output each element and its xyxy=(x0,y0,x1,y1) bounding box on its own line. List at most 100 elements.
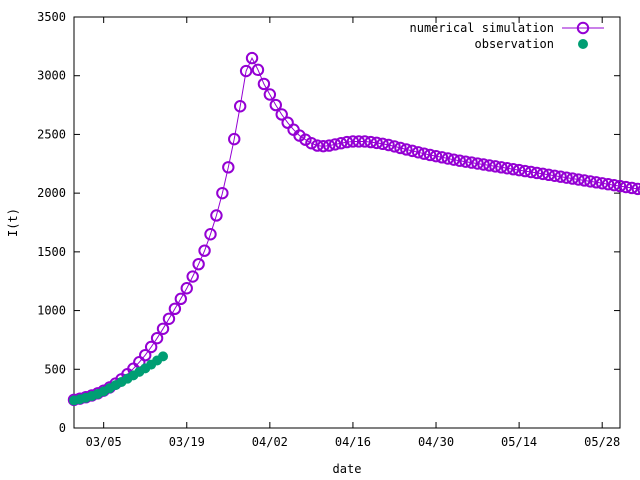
x-tick-label: 04/16 xyxy=(335,435,371,449)
x-tick-label: 05/14 xyxy=(501,435,537,449)
data-point xyxy=(501,162,514,175)
data-point xyxy=(637,184,640,195)
x-axis: 03/05 03/19 04/02 04/16 04/30 05/14 05/28 xyxy=(86,17,620,449)
data-point xyxy=(245,51,259,65)
y-tick-label: 3000 xyxy=(37,69,66,83)
data-point xyxy=(311,139,324,152)
y-tick-label: 3500 xyxy=(37,10,66,24)
data-point xyxy=(394,141,407,155)
data-point xyxy=(625,181,639,195)
data-point xyxy=(192,257,205,271)
data-point xyxy=(139,348,152,362)
data-point xyxy=(210,209,223,222)
data-point xyxy=(322,139,336,152)
x-tick-label: 03/19 xyxy=(169,435,205,449)
data-point xyxy=(471,157,484,170)
data-point xyxy=(328,138,342,151)
y-axis-label: I(t) xyxy=(6,208,20,237)
data-point xyxy=(548,169,561,182)
y-tick-label: 2500 xyxy=(37,127,66,141)
legend-item: numerical simulation xyxy=(410,21,604,35)
data-point xyxy=(489,160,502,173)
data-point xyxy=(477,158,490,171)
series-layer xyxy=(67,51,640,407)
legend-item: observation xyxy=(475,37,588,51)
legend-swatch-marker xyxy=(578,39,588,49)
plot-frame xyxy=(73,16,621,429)
data-point xyxy=(619,180,633,194)
data-point xyxy=(435,151,449,164)
data-point xyxy=(631,182,640,196)
data-point xyxy=(158,351,169,362)
data-point xyxy=(542,168,555,182)
data-point xyxy=(174,292,188,306)
data-point xyxy=(453,154,466,167)
data-point xyxy=(590,176,603,189)
data-point xyxy=(536,167,550,181)
series-observation xyxy=(69,351,169,406)
data-point xyxy=(222,161,235,174)
data-point xyxy=(263,88,277,101)
data-point xyxy=(400,143,413,156)
data-point xyxy=(317,139,330,153)
data-point xyxy=(423,148,437,162)
data-point xyxy=(150,331,164,345)
data-point xyxy=(572,173,585,186)
data-point xyxy=(370,136,383,150)
data-point xyxy=(560,171,573,184)
data-point xyxy=(554,170,567,183)
data-point xyxy=(358,135,372,148)
data-point xyxy=(340,135,354,149)
data-point xyxy=(251,63,265,77)
data-point xyxy=(334,137,348,150)
plot-area xyxy=(73,16,621,429)
data-point xyxy=(412,146,425,159)
legend-label: observation xyxy=(475,37,554,51)
data-point xyxy=(566,172,579,185)
data-point xyxy=(417,147,431,160)
data-point xyxy=(595,177,609,190)
x-axis-label: date xyxy=(333,462,362,476)
data-point xyxy=(429,149,443,163)
data-point xyxy=(204,228,217,241)
data-point xyxy=(257,77,271,91)
data-point xyxy=(228,132,241,146)
data-point xyxy=(275,108,288,121)
legend-swatch-marker xyxy=(576,21,590,35)
data-point xyxy=(459,155,472,168)
data-point xyxy=(388,140,401,153)
data-point xyxy=(216,186,229,200)
data-point xyxy=(613,179,627,193)
legend-label: numerical simulation xyxy=(410,21,555,35)
data-point xyxy=(233,100,247,113)
data-point xyxy=(382,138,395,152)
data-point xyxy=(305,137,318,150)
legend: numerical simulation observation xyxy=(410,21,604,51)
series-numerical-simulation xyxy=(67,51,640,407)
y-tick-label: 0 xyxy=(59,421,66,435)
data-point xyxy=(607,178,621,192)
data-point xyxy=(441,152,455,165)
x-tick-label: 03/05 xyxy=(86,435,122,449)
data-point xyxy=(364,135,377,149)
data-point xyxy=(578,174,591,187)
data-point xyxy=(512,163,526,177)
data-point xyxy=(524,165,538,179)
data-point xyxy=(495,161,508,174)
data-point xyxy=(162,312,176,325)
x-tick-label: 04/02 xyxy=(252,435,288,449)
data-point xyxy=(447,153,461,166)
data-point xyxy=(601,178,615,191)
y-tick-label: 1000 xyxy=(37,304,66,318)
data-point xyxy=(144,340,158,354)
x-tick-label: 04/30 xyxy=(418,435,454,449)
data-point xyxy=(530,166,544,180)
y-tick-label: 500 xyxy=(44,362,66,376)
data-point xyxy=(518,164,532,178)
data-point xyxy=(465,156,478,169)
data-point xyxy=(376,137,389,151)
series-line xyxy=(73,56,640,401)
y-tick-label: 1500 xyxy=(37,245,66,259)
data-point xyxy=(346,135,360,148)
